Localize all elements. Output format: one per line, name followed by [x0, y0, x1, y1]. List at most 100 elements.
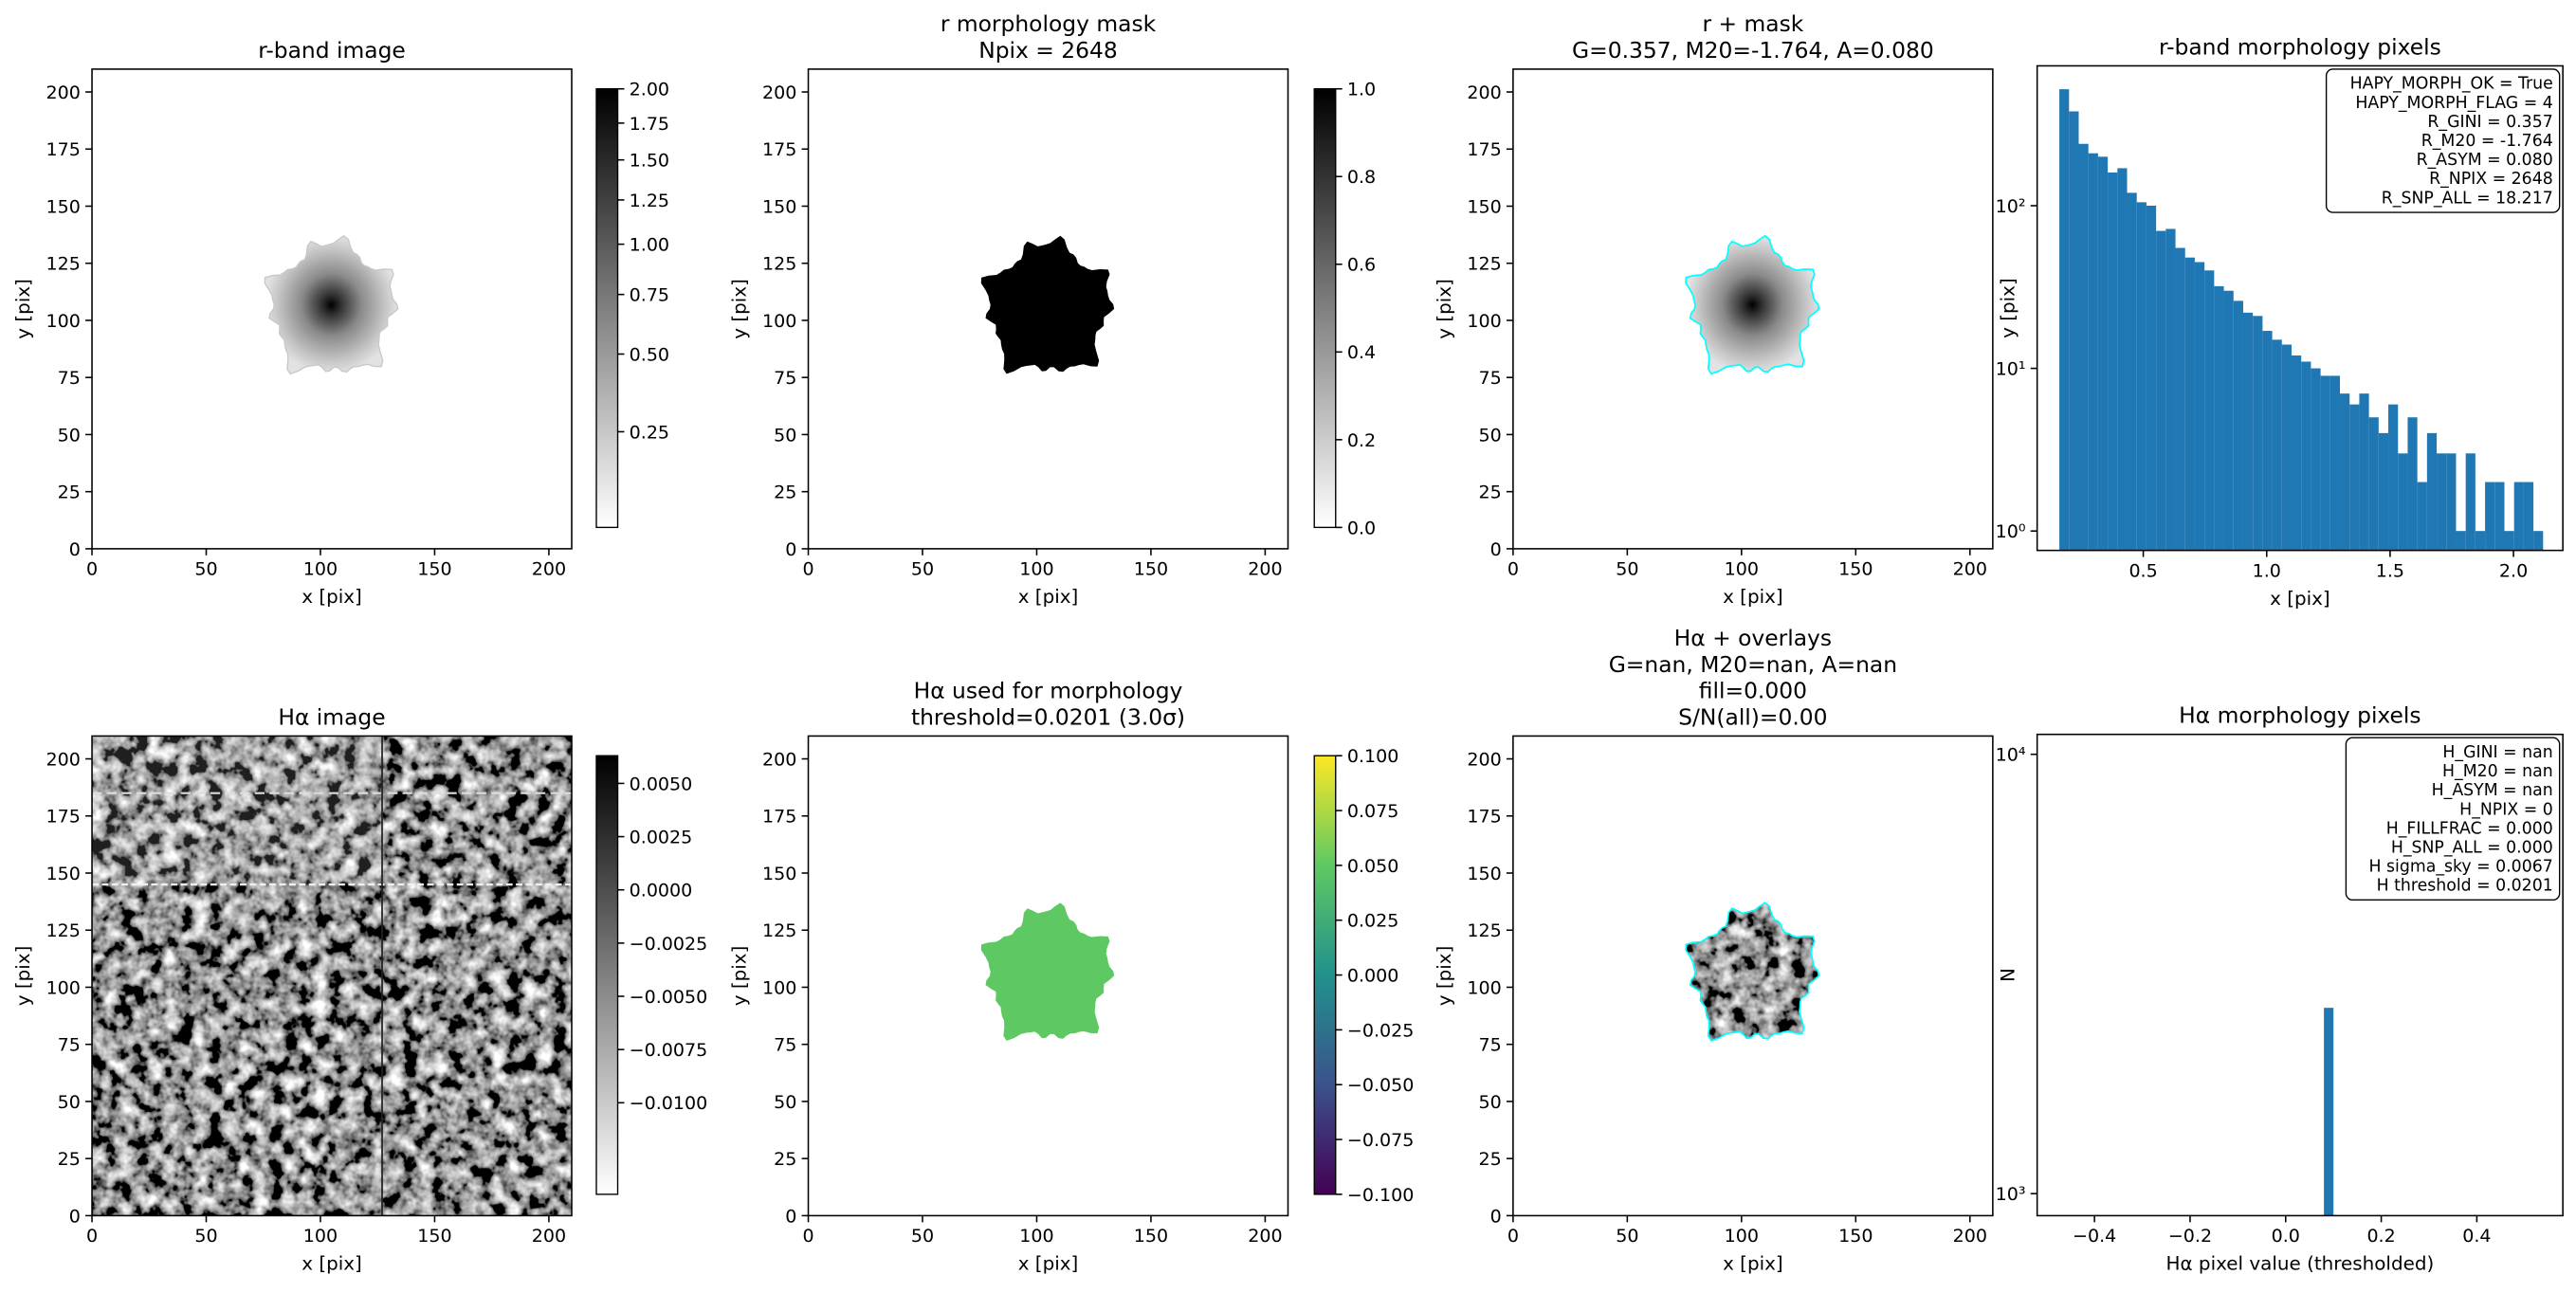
- annotation-line: R_ASYM = 0.080: [2417, 151, 2553, 170]
- x-tick-label: 0: [1507, 1226, 1519, 1247]
- hist-bar: [2504, 531, 2514, 551]
- x-tick-label: 100: [1725, 559, 1759, 580]
- y-tick-label: 200: [46, 749, 81, 770]
- y-tick-label: 100: [1467, 311, 1501, 332]
- y-tick-label: 150: [46, 864, 81, 884]
- hist-bar: [2117, 168, 2128, 551]
- colorbar-tick-label: −0.0075: [630, 1040, 708, 1061]
- colorbar-tick-label: 0.050: [1347, 856, 1399, 877]
- x-axis-label: x [pix]: [1723, 1253, 1783, 1275]
- hist-bar: [2281, 344, 2292, 551]
- colorbar-tick-label: −0.025: [1347, 1020, 1414, 1041]
- colorbar-tick-label: 1.75: [630, 114, 669, 135]
- annotation-box: [2325, 68, 2561, 213]
- axes-frame: [2036, 64, 2564, 552]
- hist-bar: [2097, 156, 2109, 551]
- annotation-line: H_FILLFRAC = 0.000: [2386, 819, 2553, 838]
- y-tick-label: 0: [1490, 1206, 1502, 1227]
- x-tick-label: −0.2: [2168, 1226, 2212, 1247]
- panel-title: G=0.357, M20=-1.764, A=0.080: [1572, 37, 1934, 64]
- hist-bar: [2253, 316, 2263, 551]
- y-tick-label: 25: [774, 1149, 796, 1170]
- colorbar-tick-label: 1.25: [630, 191, 669, 211]
- axes-frame: [1512, 68, 1994, 550]
- y-tick-label: 50: [58, 1092, 81, 1113]
- y-tick-label: 200: [762, 749, 796, 770]
- x-tick-label: 100: [1019, 1226, 1053, 1247]
- y-tick-label: 25: [58, 1149, 81, 1170]
- hist-bar: [2223, 290, 2234, 551]
- panel-title: fill=0.000: [1699, 678, 1807, 704]
- galaxy-image: [264, 234, 399, 375]
- y-tick-label: 10²: [1996, 196, 2026, 217]
- annotation-line: R_NPIX = 2648: [2429, 170, 2553, 189]
- y-tick-label: 75: [1479, 368, 1502, 389]
- panel-title: G=nan, M20=nan, A=nan: [1609, 651, 1897, 678]
- y-tick-label: 10³: [1996, 1184, 2026, 1205]
- panel: r-band morphology pixels 0.5 1.0 1.5 2.0 10⁰ 1…: [1996, 33, 2564, 610]
- y-tick-label: 50: [774, 1092, 796, 1113]
- x-tick-label: 0: [86, 1226, 98, 1247]
- hist-bar: [2291, 355, 2302, 551]
- hist-bar: [2446, 453, 2457, 551]
- mask-image: [980, 235, 1115, 374]
- x-axis-label: x [pix]: [301, 1253, 362, 1275]
- x-tick-label: 100: [303, 1226, 338, 1247]
- annotation-line: R_M20 = -1.764: [2421, 132, 2553, 151]
- y-tick-label: 0: [785, 1206, 796, 1227]
- y-tick-label: 175: [762, 139, 796, 160]
- colorbar: [595, 755, 619, 1195]
- hist-bar: [2194, 262, 2205, 551]
- halpha-image: [92, 736, 573, 1216]
- colorbar-tick-label: −0.0025: [630, 934, 708, 955]
- colorbar-tick-label: 0.0050: [630, 774, 693, 794]
- y-tick-label: 0: [69, 539, 81, 560]
- hist-bar: [2465, 453, 2476, 551]
- y-tick-label: 75: [774, 368, 796, 389]
- y-tick-label: 100: [46, 977, 81, 998]
- y-tick-label: 175: [46, 139, 81, 160]
- hist-bar: [2301, 361, 2311, 551]
- hist-bar: [2242, 312, 2254, 551]
- x-axis-label: Hα pixel value (thresholded): [2166, 1253, 2435, 1275]
- colorbar: [1313, 755, 1337, 1195]
- y-tick-label: 200: [1467, 82, 1501, 103]
- y-tick-label: 0: [1490, 539, 1502, 560]
- hist-bar: [2175, 247, 2185, 551]
- y-tick-label: 75: [1479, 1035, 1502, 1056]
- hist-bar: [2136, 202, 2147, 551]
- x-tick-label: 0: [802, 559, 813, 580]
- annotation-line: R_SNP_ALL = 18.217: [2382, 189, 2553, 208]
- colorbar-tick-label: 0.75: [630, 285, 669, 306]
- x-tick-label: 50: [194, 559, 217, 580]
- hist-bar: [2059, 89, 2070, 551]
- x-axis-label: x [pix]: [1723, 586, 1783, 608]
- hist-bar: [2088, 153, 2098, 551]
- annotation-line: H_NPIX = 0: [2459, 800, 2553, 819]
- y-axis-label: y [pix]: [729, 946, 751, 1007]
- x-tick-label: 0.0: [2272, 1226, 2300, 1247]
- colorbar-tick-label: 0.4: [1347, 342, 1376, 363]
- panel: r-band image 0 50 100 150 200 0 25 50 75 100 125 150…: [12, 37, 669, 608]
- mask-contour: [1685, 901, 1820, 1042]
- y-tick-label: 0: [785, 539, 796, 560]
- hist-bar: [2214, 285, 2224, 551]
- colorbar-tick-label: 1.00: [630, 235, 669, 256]
- x-tick-label: −0.4: [2073, 1226, 2116, 1247]
- hist-bar: [2426, 432, 2438, 551]
- panel: Hα morphology pixels −0.4 −0.2 0.0 0.2 0.4 10³…: [1996, 702, 2564, 1275]
- y-tick-label: 150: [762, 196, 796, 217]
- x-tick-label: 150: [417, 559, 451, 580]
- hist-bar: [2320, 375, 2330, 551]
- y-tick-label: 100: [762, 311, 796, 332]
- x-tick-label: 50: [1616, 1226, 1638, 1247]
- colorbar: [595, 88, 619, 529]
- galaxy-image: [1685, 234, 1820, 375]
- x-tick-label: 0: [86, 559, 98, 580]
- x-axis-label: x [pix]: [1018, 586, 1079, 608]
- hist-bar: [2165, 228, 2176, 551]
- y-tick-label: 10⁰: [1996, 521, 2026, 542]
- x-tick-label: 50: [1616, 559, 1638, 580]
